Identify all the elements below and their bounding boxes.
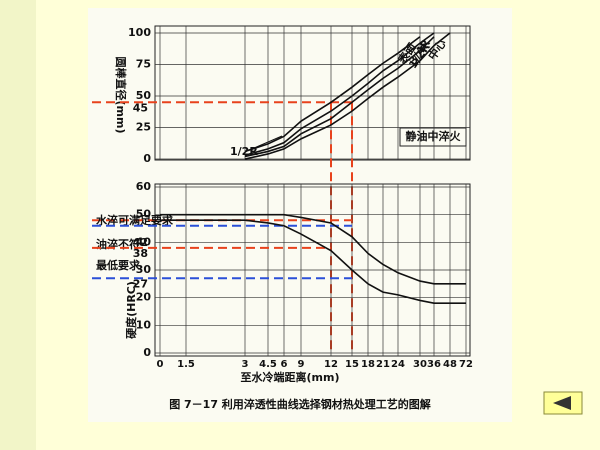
line-series [244, 36, 421, 153]
extra-tick-label: 42 [133, 236, 148, 249]
line-series [244, 32, 435, 156]
x-tick-label: 18 [361, 359, 375, 370]
y-axis-title: 圆棒直径(mm) [114, 57, 128, 134]
x-tick-label: 24 [391, 359, 405, 370]
button-arrow[interactable] [553, 396, 571, 410]
line-series [160, 219, 466, 304]
y-tick-label: 0 [143, 152, 151, 165]
y-tick-label: 25 [136, 121, 151, 134]
line-series [244, 36, 435, 158]
extra-tick-label: 45 [133, 101, 148, 114]
annotation: 水淬可满足要求 [96, 213, 174, 227]
y-tick-label: 50 [136, 208, 152, 221]
x-tick-label: 72 [459, 359, 473, 370]
y-tick-label: 20 [136, 291, 152, 304]
x-axis-title: 至水冷端距离(mm) [241, 370, 340, 384]
x-tick-label: 0 [157, 359, 164, 370]
left-band [0, 0, 36, 450]
y-tick-label: 10 [136, 318, 152, 331]
annotation: 静油中淬火 [406, 129, 462, 143]
x-tick-label: 36 [427, 359, 441, 370]
y-tick-label: 100 [128, 26, 151, 39]
caption: 图 7－17 利用淬透性曲线选择钢材热处理工艺的图解 [169, 397, 431, 411]
line-series [244, 32, 451, 160]
x-tick-label: 4.5 [259, 359, 277, 370]
x-tick-label: 6 [281, 359, 288, 370]
x-tick-label: 15 [345, 359, 359, 370]
x-tick-label: 1.5 [177, 359, 195, 370]
x-tick-label: 30 [413, 359, 427, 370]
line-series [160, 213, 466, 285]
extra-tick-label: 38 [133, 247, 148, 260]
extra-tick-label: 27 [133, 277, 148, 290]
series-label: 1/2R [230, 145, 258, 158]
annotation: 最低要求 [96, 258, 141, 272]
back-button[interactable] [543, 391, 583, 415]
x-tick-label: 3 [242, 359, 249, 370]
y-tick-label: 40 [136, 235, 152, 248]
x-tick-label: 9 [298, 359, 305, 370]
y-tick-label: 0 [143, 346, 151, 359]
y-tick-label: 30 [136, 263, 152, 276]
leader-line [253, 135, 283, 149]
top-frame [154, 25, 471, 161]
x-tick-label: 21 [376, 359, 390, 370]
y-tick-label: 75 [136, 58, 151, 71]
y-axis-title: 硬度(HRC) [124, 281, 138, 339]
y-tick-label: 60 [136, 180, 152, 193]
x-tick-label: 12 [324, 359, 338, 370]
y-tick-label: 50 [136, 89, 152, 102]
x-tick-label: 48 [443, 359, 457, 370]
